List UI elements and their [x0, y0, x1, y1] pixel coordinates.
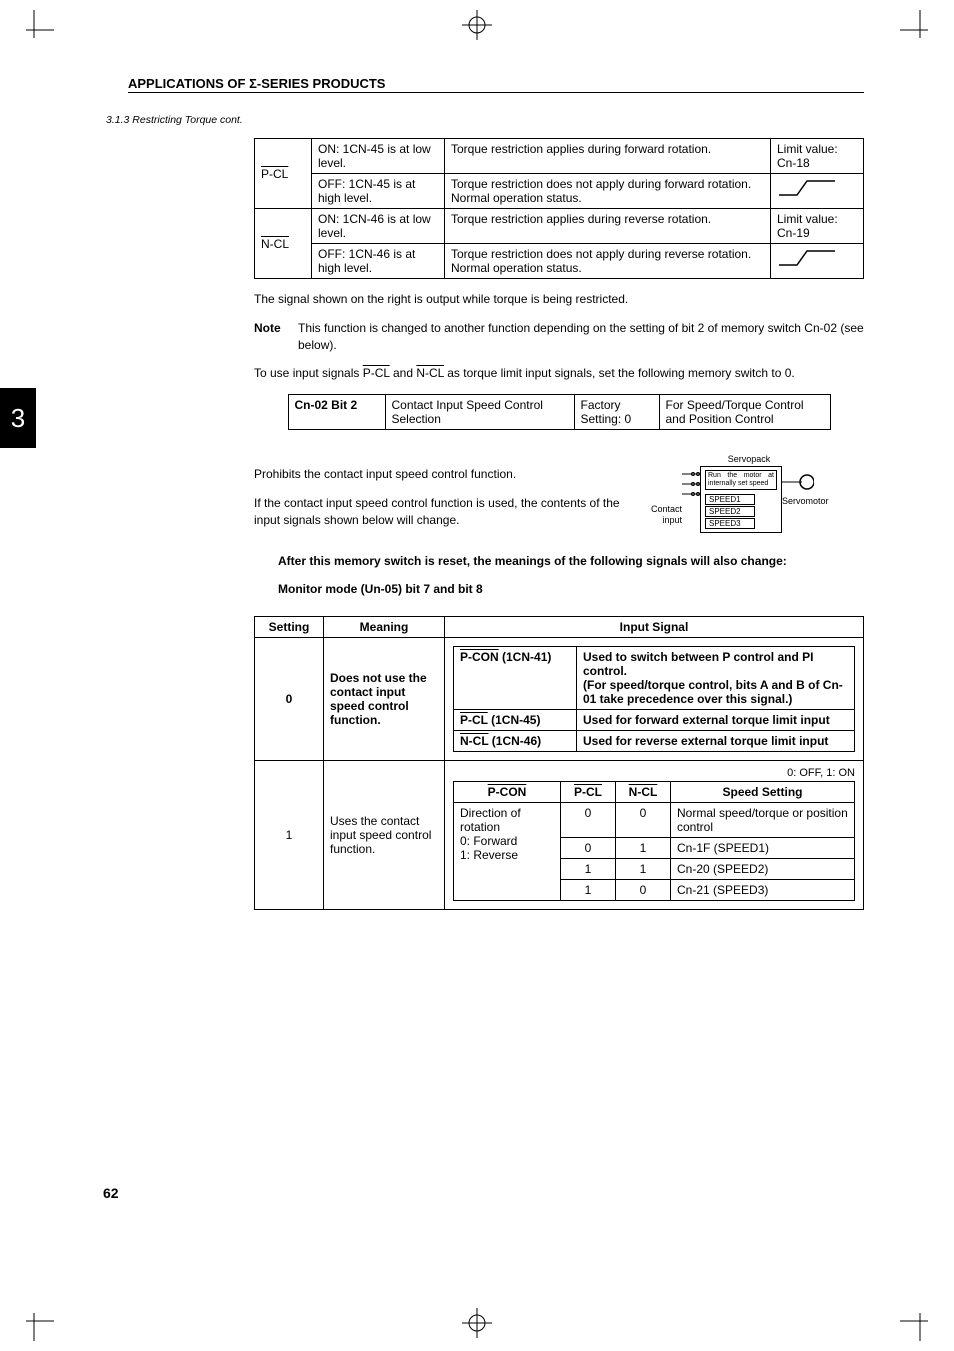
- diagram-label: Servopack: [634, 454, 864, 464]
- table-cell: Used to switch between P control and PI …: [577, 647, 855, 710]
- paragraph: If the contact input speed control funct…: [254, 495, 624, 529]
- diagram-box-label: Run the motor at internally set speed: [705, 470, 777, 489]
- table-cell: Limit value: Cn-18: [771, 139, 864, 174]
- table-cell: Normal speed/torque or position control: [671, 803, 855, 838]
- table-cell: For Speed/Torque Control and Position Co…: [659, 395, 830, 430]
- col-header: P-CON: [488, 785, 527, 799]
- paragraph: Prohibits the contact input speed contro…: [254, 466, 624, 483]
- table-cell: 1: [616, 859, 671, 880]
- ncl-label: N-CL: [261, 237, 289, 251]
- torque-restriction-table: P-CL ON: 1CN-45 is at low level. Torque …: [254, 138, 864, 279]
- table-cell: OFF: 1CN-45 is at high level.: [312, 174, 445, 209]
- table-cell: ON: 1CN-46 is at low level.: [312, 209, 445, 244]
- table-cell: Uses the contact input speed control fun…: [324, 761, 445, 910]
- setting-meaning-table: Setting Meaning Input Signal 0 Does not …: [254, 616, 864, 910]
- table-cell: Torque restriction applies during revers…: [445, 209, 771, 244]
- table-cell: 0: [255, 638, 324, 761]
- table-cell: Factory Setting: 0: [574, 395, 659, 430]
- table-cell: Used for forward external torque limit i…: [577, 710, 855, 731]
- paragraph: The signal shown on the right is output …: [254, 291, 864, 308]
- memory-switch-table: Cn-02 Bit 2 Contact Input Speed Control …: [288, 394, 831, 430]
- page-number: 62: [103, 1185, 119, 1201]
- speed-label: SPEED3: [705, 518, 755, 529]
- pcl-label: P-CL: [261, 167, 288, 181]
- bold-paragraph: After this memory switch is reset, the m…: [278, 553, 864, 570]
- signal-pin: (1CN-41): [502, 650, 551, 664]
- signal-label: P-CON: [460, 650, 499, 664]
- table-cell: 1: [255, 761, 324, 910]
- table-header: Setting: [255, 617, 324, 638]
- table-header: Input Signal: [445, 617, 864, 638]
- table-cell: 0: [616, 880, 671, 901]
- table-cell: Torque restriction does not apply during…: [445, 174, 771, 209]
- speed-label: SPEED1: [705, 494, 755, 505]
- servopack-diagram: Servopack Contact input Run the motor at…: [634, 454, 864, 540]
- table-cell: 0: [561, 838, 616, 859]
- signal-pin: (1CN-45): [491, 713, 540, 727]
- table-cell: Direction of rotation 0: Forward 1: Reve…: [454, 803, 561, 901]
- table-cell: Torque restriction applies during forwar…: [445, 139, 771, 174]
- table-cell: Contact Input Speed Control Selection: [385, 395, 574, 430]
- pcl-inline: P-CL: [363, 366, 390, 380]
- paragraph-text: as torque limit input signals, set the f…: [444, 366, 795, 380]
- ncl-inline: N-CL: [416, 366, 444, 380]
- diagram-label: Contact input: [634, 466, 682, 526]
- table-cell: Torque restriction does not apply during…: [445, 244, 771, 279]
- paragraph-text: and: [390, 366, 417, 380]
- subheader: 3.1.3 Restricting Torque cont.: [106, 114, 243, 126]
- table-cell: Cn-1F (SPEED1): [671, 838, 855, 859]
- speed-label: SPEED2: [705, 506, 755, 517]
- signal-label: N-CL: [460, 734, 488, 748]
- table-cell: Does not use the contact input speed con…: [324, 638, 445, 761]
- col-header: Speed Setting: [671, 782, 855, 803]
- bold-paragraph: Monitor mode (Un-05) bit 7 and bit 8: [278, 581, 864, 598]
- chapter-tab: 3: [0, 388, 36, 448]
- signal-pin: (1CN-46): [492, 734, 541, 748]
- paragraph-text: To use input signals: [254, 366, 363, 380]
- col-header: P-CL: [574, 785, 602, 799]
- table-cell: 1: [616, 838, 671, 859]
- note-text: This function is changed to another func…: [298, 320, 864, 354]
- signal-label: P-CL: [460, 713, 488, 727]
- table-cell: Cn-02 Bit 2: [288, 395, 385, 430]
- legend: 0: OFF, 1: ON: [453, 767, 855, 779]
- table-cell: ON: 1CN-45 is at low level.: [312, 139, 445, 174]
- table-cell: 0: [616, 803, 671, 838]
- table-cell: 1: [561, 880, 616, 901]
- table-cell: Used for reverse external torque limit i…: [577, 731, 855, 752]
- table-cell: 0: [561, 803, 616, 838]
- table-cell: OFF: 1CN-46 is at high level.: [312, 244, 445, 279]
- note-label: Note: [254, 320, 298, 354]
- table-cell: Cn-21 (SPEED3): [671, 880, 855, 901]
- table-header: Meaning: [324, 617, 445, 638]
- col-header: N-CL: [629, 785, 658, 799]
- header-title: APPLICATIONS OF Σ-SERIES PRODUCTS: [128, 76, 385, 91]
- diagram-label: Servomotor: [782, 496, 829, 506]
- table-cell: 1: [561, 859, 616, 880]
- table-cell: Limit value: Cn-19: [771, 209, 864, 244]
- table-cell: Cn-20 (SPEED2): [671, 859, 855, 880]
